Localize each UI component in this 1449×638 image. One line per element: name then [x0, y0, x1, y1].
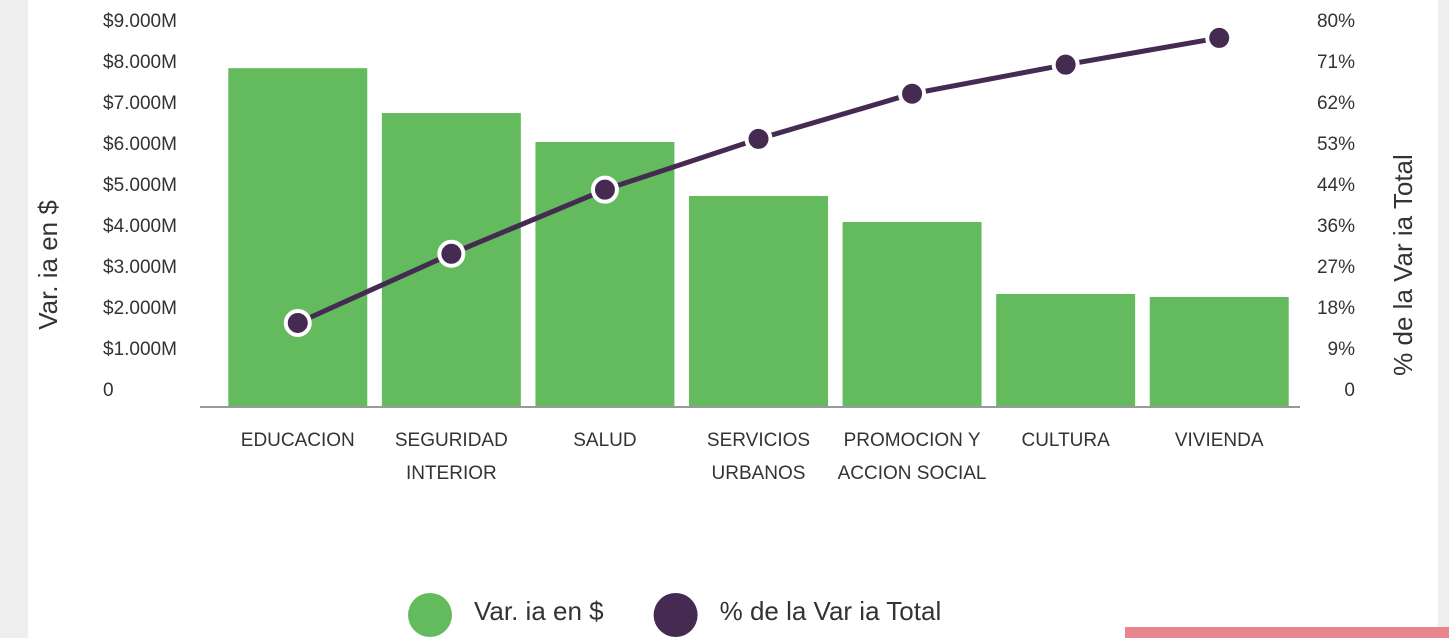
x-tick-label: SEGURIDAD INTERIOR	[394, 430, 508, 484]
y-tick-label: $6.000M	[103, 134, 177, 155]
y2-tick-label: 71%	[1317, 52, 1355, 73]
y2-tick-label: 53%	[1317, 134, 1355, 155]
y2-tick-label: 18%	[1317, 298, 1355, 319]
legend-label: % de la Var ia Total	[720, 596, 942, 626]
x-tick-label: SERVICIOS URBANOS	[706, 430, 811, 484]
bar	[996, 293, 1136, 406]
y-tick-label: $8.000M	[103, 52, 177, 73]
bar	[689, 195, 828, 406]
footer-strip	[1125, 627, 1449, 638]
legend-label: Var. ia en $	[474, 596, 604, 626]
marker	[437, 239, 466, 268]
y2-tick-label: 80%	[1317, 11, 1355, 32]
y-tick-label: $1.000M	[103, 339, 177, 360]
y-tick-label: $7.000M	[103, 93, 177, 114]
y-tick-label: 0	[103, 380, 114, 401]
legend-swatch	[653, 593, 698, 637]
marker	[898, 79, 927, 108]
y2-tick-label: 9%	[1328, 339, 1356, 360]
y-tick-label: $4.000M	[103, 216, 177, 237]
y-tick-label: $9.000M	[103, 11, 177, 32]
marker	[1051, 50, 1080, 79]
y-tick-label: $3.000M	[103, 257, 177, 278]
x-tick-label: PROMOCION Y ACCION SOCIAL	[837, 430, 987, 484]
y2-tick-label: 27%	[1317, 257, 1355, 278]
y2-tick-label: 62%	[1317, 93, 1355, 114]
marker	[283, 308, 312, 337]
bar	[842, 221, 982, 406]
x-tick-label: SALUD	[573, 430, 637, 451]
y-tick-label: $5.000M	[103, 175, 177, 196]
y2-tick-label: 0	[1344, 380, 1355, 401]
y2-tick-label: 36%	[1317, 216, 1355, 237]
x-tick-label: EDUCACION	[240, 430, 355, 451]
side-strip	[1438, 0, 1449, 638]
y-axis-title: Var. ia en $	[33, 200, 63, 330]
legend-swatch	[408, 593, 452, 637]
y-tick-label: $2.000M	[103, 298, 177, 319]
marker	[590, 175, 619, 204]
marker	[1205, 23, 1234, 52]
bar	[1149, 296, 1289, 406]
side-strip	[0, 0, 28, 638]
x-tick-label: VIVIENDA	[1174, 430, 1264, 451]
y2-tick-label: 44%	[1317, 175, 1355, 196]
marker	[744, 124, 773, 153]
x-tick-label: CULTURA	[1021, 430, 1110, 451]
bar	[228, 68, 368, 406]
y2-axis-title: % de la Var ia Total	[1388, 154, 1418, 376]
